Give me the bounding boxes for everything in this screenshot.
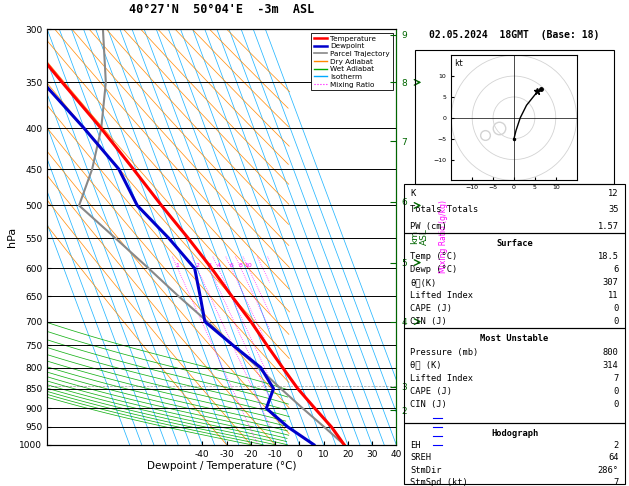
Text: PW (cm): PW (cm) (411, 222, 447, 230)
Text: Temp (°C): Temp (°C) (411, 252, 458, 261)
Text: θᴇ(K): θᴇ(K) (411, 278, 437, 287)
Text: 40°27'N  50°04'E  -3m  ASL: 40°27'N 50°04'E -3m ASL (129, 2, 314, 16)
Y-axis label: hPa: hPa (6, 227, 16, 247)
Text: 35: 35 (608, 205, 618, 214)
Text: 6: 6 (613, 265, 618, 275)
Text: 2: 2 (195, 263, 199, 268)
Text: EH: EH (411, 441, 421, 450)
Text: K: K (411, 189, 416, 198)
Text: CIN (J): CIN (J) (411, 399, 447, 409)
Text: Most Unstable: Most Unstable (481, 334, 548, 343)
Text: 0: 0 (613, 317, 618, 327)
X-axis label: Dewpoint / Temperature (°C): Dewpoint / Temperature (°C) (147, 461, 296, 471)
Text: Surface: Surface (496, 239, 533, 247)
Text: 314: 314 (603, 361, 618, 369)
Text: 1: 1 (175, 263, 179, 268)
Text: 3: 3 (208, 263, 211, 268)
Text: StmDir: StmDir (411, 466, 442, 475)
Text: StmSpd (kt): StmSpd (kt) (411, 478, 468, 486)
Text: CIN (J): CIN (J) (411, 317, 447, 327)
Text: 7: 7 (613, 478, 618, 486)
Text: 6: 6 (230, 263, 233, 268)
Text: Lifted Index: Lifted Index (411, 292, 474, 300)
Text: SREH: SREH (411, 453, 431, 462)
Text: 11: 11 (608, 292, 618, 300)
Text: 8: 8 (239, 263, 243, 268)
Text: Totals Totals: Totals Totals (411, 205, 479, 214)
Text: 4: 4 (216, 263, 220, 268)
Text: Lifted Index: Lifted Index (411, 374, 474, 382)
Text: 2: 2 (613, 441, 618, 450)
Text: 10: 10 (245, 263, 252, 268)
Text: 64: 64 (608, 453, 618, 462)
Text: 286°: 286° (598, 466, 618, 475)
Text: CAPE (J): CAPE (J) (411, 304, 452, 313)
Text: 7: 7 (613, 374, 618, 382)
Y-axis label: km
ASL: km ASL (409, 228, 429, 245)
Text: 02.05.2024  18GMT  (Base: 18): 02.05.2024 18GMT (Base: 18) (430, 30, 599, 40)
Text: Mixing Ratio (g/kg): Mixing Ratio (g/kg) (439, 200, 448, 274)
Text: 800: 800 (603, 347, 618, 357)
Bar (404, 233, 625, 328)
Bar (404, 423, 625, 484)
Bar (404, 184, 625, 233)
Text: 0: 0 (613, 386, 618, 396)
Bar (404, 328, 625, 423)
Text: 307: 307 (603, 278, 618, 287)
Text: 0: 0 (613, 304, 618, 313)
Text: Hodograph: Hodograph (491, 429, 538, 438)
Legend: Temperature, Dewpoint, Parcel Trajectory, Dry Adiabat, Wet Adiabat, Isotherm, Mi: Temperature, Dewpoint, Parcel Trajectory… (311, 33, 392, 90)
Text: 1.57: 1.57 (598, 222, 618, 230)
Text: CAPE (J): CAPE (J) (411, 386, 452, 396)
Text: Pressure (mb): Pressure (mb) (411, 347, 479, 357)
Text: kt: kt (454, 59, 463, 68)
Text: 0: 0 (613, 399, 618, 409)
Bar (415, 50, 614, 184)
Text: θᴇ (K): θᴇ (K) (411, 361, 442, 369)
Text: 12: 12 (608, 189, 618, 198)
Text: 18.5: 18.5 (598, 252, 618, 261)
Text: Dewp (°C): Dewp (°C) (411, 265, 458, 275)
